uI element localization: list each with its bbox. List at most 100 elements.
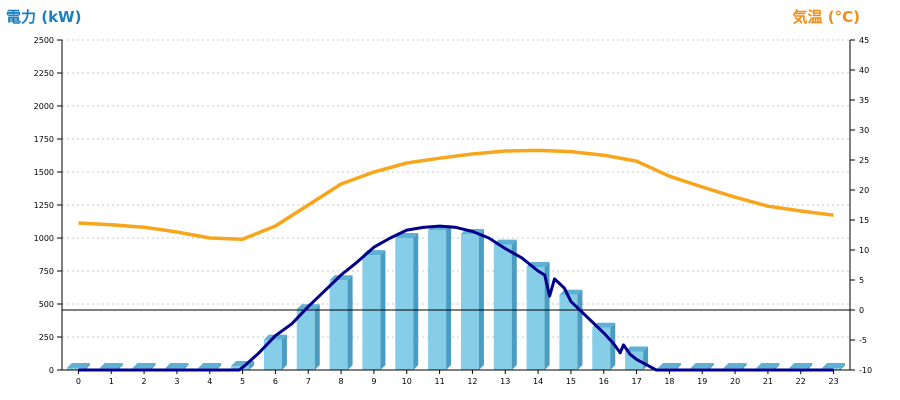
- bar: [263, 334, 287, 370]
- x-tick-label: 6: [273, 377, 278, 386]
- bar: [329, 275, 353, 370]
- bar-front: [460, 234, 479, 370]
- bar-side: [249, 361, 255, 370]
- x-tick-label: 15: [566, 377, 576, 386]
- temperature-series: [78, 148, 834, 241]
- bar-side: [446, 225, 452, 370]
- bar-front: [296, 309, 315, 370]
- bar: [428, 225, 452, 370]
- bar-side: [347, 275, 353, 370]
- bar-side: [807, 363, 813, 370]
- power-line-series: [78, 224, 834, 372]
- tick-labels: 2500225020001750150012501000750500250045…: [34, 36, 872, 386]
- bar-front: [526, 267, 545, 370]
- right-axis-title: 気温 (°C): [792, 8, 860, 26]
- x-tick-label: 8: [339, 377, 344, 386]
- bar-side: [413, 233, 419, 370]
- x-tick-label: 22: [796, 377, 806, 386]
- left-tick-label: 0: [49, 366, 54, 375]
- x-tick-label: 12: [467, 377, 477, 386]
- bar-side: [150, 363, 156, 370]
- bar-side: [774, 363, 780, 370]
- bar-top: [198, 363, 222, 369]
- right-tick-label: 45: [859, 36, 869, 45]
- bar-front: [493, 244, 512, 370]
- x-tick-label: 0: [76, 377, 81, 386]
- right-tick-label: 20: [859, 186, 869, 195]
- bar-top: [132, 363, 156, 369]
- x-tick-label: 1: [109, 377, 114, 386]
- bar-top: [66, 363, 90, 369]
- axes: [57, 39, 855, 374]
- x-tick-label: 10: [402, 377, 412, 386]
- bar: [395, 233, 419, 370]
- bar-front: [592, 327, 611, 370]
- bar-top: [690, 363, 714, 369]
- right-tick-label: 35: [859, 96, 869, 105]
- bar-top: [99, 363, 123, 369]
- left-tick-label: 1250: [34, 201, 54, 210]
- bar-front: [362, 255, 381, 370]
- bar-side: [840, 363, 846, 370]
- x-tick-label: 13: [500, 377, 510, 386]
- right-tick-label: 15: [859, 216, 869, 225]
- left-tick-label: 750: [39, 267, 54, 276]
- x-tick-label: 19: [697, 377, 707, 386]
- left-tick-label: 1500: [34, 168, 54, 177]
- bar-top: [625, 346, 649, 352]
- x-tick-label: 3: [174, 377, 179, 386]
- right-tick-label: -5: [859, 336, 867, 345]
- bar-top: [657, 363, 681, 369]
- bar-side: [741, 363, 747, 370]
- x-tick-label: 4: [207, 377, 212, 386]
- grid-lines: [62, 39, 850, 338]
- x-tick-label: 14: [533, 377, 543, 386]
- right-tick-label: 40: [859, 66, 869, 75]
- right-tick-label: 0: [859, 306, 864, 315]
- x-tick-label: 7: [306, 377, 311, 386]
- bar-top: [789, 363, 813, 369]
- bar-side: [216, 363, 222, 370]
- bar-side: [281, 334, 287, 370]
- right-tick-label: 5: [859, 276, 864, 285]
- x-tick-label: 5: [240, 377, 245, 386]
- bar: [493, 239, 517, 370]
- left-tick-label: 2250: [34, 69, 54, 78]
- bar-front: [559, 294, 578, 370]
- x-tick-label: 20: [730, 377, 740, 386]
- temperature-line: [78, 148, 834, 241]
- right-tick-label: -10: [859, 366, 872, 375]
- left-tick-label: 1000: [34, 234, 54, 243]
- bar: [460, 229, 484, 370]
- x-tick-label: 2: [142, 377, 147, 386]
- bar-side: [314, 304, 320, 370]
- left-tick-label: 1750: [34, 135, 54, 144]
- x-tick-label: 21: [763, 377, 773, 386]
- x-tick-label: 17: [631, 377, 641, 386]
- bar-series: [66, 225, 846, 370]
- bar-front: [329, 280, 348, 370]
- x-tick-label: 18: [664, 377, 674, 386]
- bar-side: [84, 363, 90, 370]
- bar: [592, 322, 616, 370]
- bar-top: [165, 363, 189, 369]
- left-tick-label: 250: [39, 333, 54, 342]
- right-tick-label: 25: [859, 156, 869, 165]
- left-tick-label: 2500: [34, 36, 54, 45]
- right-tick-label: 10: [859, 246, 869, 255]
- bar-side: [478, 229, 484, 370]
- right-tick-label: 30: [859, 126, 869, 135]
- left-tick-label: 500: [39, 300, 54, 309]
- bar-side: [577, 289, 583, 370]
- power-line: [78, 224, 834, 372]
- bar-side: [610, 322, 616, 370]
- bar-side: [117, 363, 123, 370]
- x-tick-label: 9: [371, 377, 376, 386]
- bar-side: [511, 239, 517, 370]
- bar-side: [675, 363, 681, 370]
- left-axis-title: 電力 (kW): [6, 8, 82, 26]
- bar-front: [625, 351, 644, 370]
- bar-side: [708, 363, 714, 370]
- bar-top: [723, 363, 747, 369]
